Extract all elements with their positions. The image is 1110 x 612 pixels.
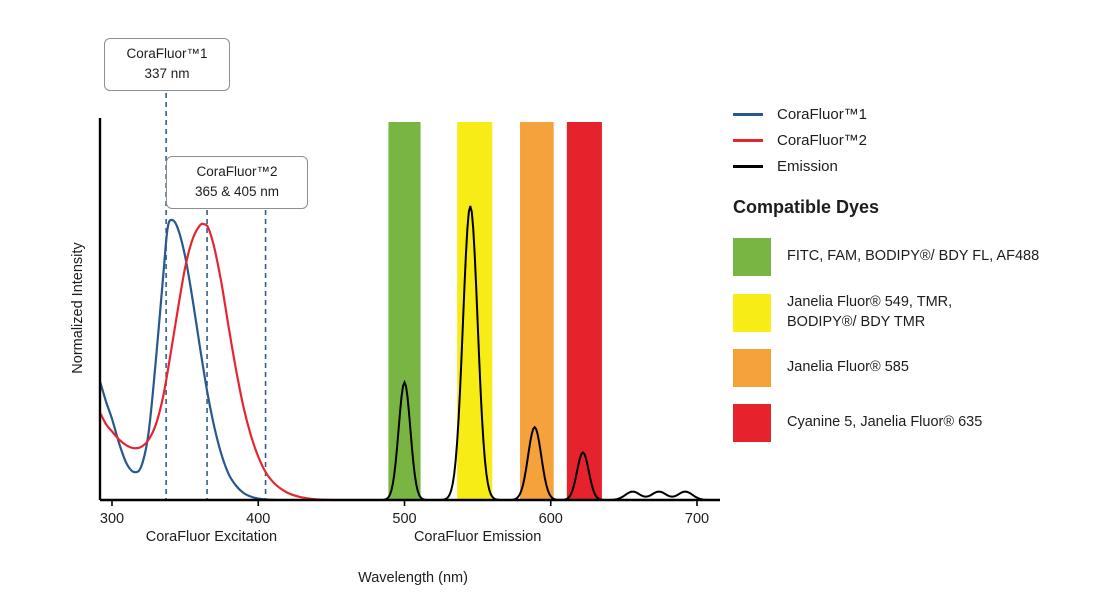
compatible-dyes-panel: Compatible Dyes FITC, FAM, BODIPY®/ BDY …	[733, 197, 1105, 459]
callout-corafluor2-name: CoraFluor™2	[196, 164, 278, 179]
compatible-dyes-title: Compatible Dyes	[733, 197, 880, 217]
dye-label-yellow: Janelia Fluor® 549, TMR, BODIPY®/ BDY TM…	[787, 293, 952, 332]
dye-label-orange: Janelia Fluor® 585	[787, 358, 909, 378]
excitation-curve-corafluor1	[99, 218, 277, 502]
legend-item-emission: Emission	[733, 158, 867, 175]
dye-label-red-line1: Cyanine 5, Janelia Fluor® 635	[787, 414, 983, 431]
legend-label-corafluor1: CoraFluor™1	[777, 106, 868, 123]
corafluor2-line-swatch	[733, 139, 763, 142]
corafluor1-line-swatch	[733, 113, 763, 116]
x-tick-label-500: 500	[392, 511, 416, 527]
x-axis-label: Wavelength (nm)	[358, 570, 468, 586]
callout-corafluor2: CoraFluor™2 365 & 405 nm	[166, 156, 308, 209]
x-tick-label-400: 400	[246, 511, 270, 527]
dye-label-green-line1: FITC, FAM, BODIPY®/ BDY FL, AF488	[787, 248, 1040, 265]
orange-dye-swatch	[733, 349, 771, 388]
filter-band-1	[457, 122, 493, 499]
x-tick-label-600: 600	[539, 511, 563, 527]
dye-row-orange: Janelia Fluor® 585	[733, 349, 1105, 388]
legend-item-corafluor1: CoraFluor™1	[733, 106, 867, 123]
dye-label-orange-line1: Janelia Fluor® 585	[787, 359, 909, 376]
red-dye-swatch	[733, 404, 771, 443]
green-dye-swatch	[733, 238, 771, 276]
axis-sublabel-1: CoraFluor Emission	[414, 529, 541, 545]
filter-band-3	[566, 122, 602, 499]
dye-row-green: FITC, FAM, BODIPY®/ BDY FL, AF488	[733, 238, 1105, 276]
callout-corafluor1-name: CoraFluor™1	[126, 46, 208, 61]
callout-corafluor1-wavelength: 337 nm	[144, 66, 190, 82]
callout-corafluor1: CoraFluor™1 337 nm	[104, 38, 230, 91]
legend-item-corafluor2: CoraFluor™2	[733, 132, 867, 149]
dye-label-red: Cyanine 5, Janelia Fluor® 635	[787, 413, 982, 433]
dye-row-yellow: Janelia Fluor® 549, TMR, BODIPY®/ BDY TM…	[733, 293, 1105, 332]
dye-row-red: Cyanine 5, Janelia Fluor® 635	[733, 404, 1105, 443]
callout-corafluor2-wavelength: 365 & 405 nm	[194, 184, 280, 200]
excitation-curve-corafluor2	[99, 222, 336, 502]
axis-sublabel-0: CoraFluor Excitation	[146, 529, 277, 545]
y-axis-label: Normalized Intensity	[70, 242, 86, 374]
x-tick-label-300: 300	[100, 511, 124, 527]
yellow-dye-swatch	[733, 293, 771, 332]
filter-band-2	[520, 122, 554, 499]
dye-label-yellow-line1: Janelia Fluor® 549, TMR,	[787, 294, 953, 310]
emission-curve	[360, 205, 715, 501]
legend: CoraFluor™1 CoraFluor™2 Emission	[733, 106, 867, 184]
legend-label-emission: Emission	[777, 158, 838, 175]
dye-label-green: FITC, FAM, BODIPY®/ BDY FL, AF488	[787, 247, 1039, 267]
dye-label-yellow-line2: BODIPY®/ BDY TMR	[787, 313, 926, 330]
x-tick-label-700: 700	[685, 511, 709, 527]
legend-label-corafluor2: CoraFluor™2	[777, 132, 868, 149]
filter-band-0	[388, 122, 421, 499]
emission-line-swatch	[733, 165, 763, 168]
